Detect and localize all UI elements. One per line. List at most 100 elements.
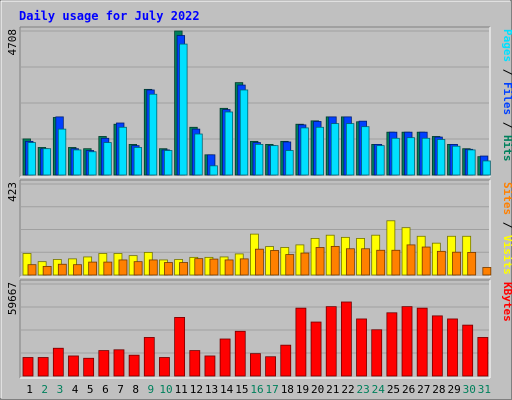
bar-pages-day-6 [103,142,112,176]
bar-pages-day-17 [270,145,279,176]
bar-pages-day-1 [27,142,36,176]
day-label-21: 21 [326,383,339,396]
day-label-19: 19 [296,383,309,396]
day-label-4: 4 [72,383,79,396]
bar-kbytes-day-16 [250,353,261,377]
chart-title: Daily usage for July 2022 [19,9,200,23]
bar-sites-day-31 [482,267,492,276]
y-max-label: 423 [6,182,19,202]
bar-kbytes-day-20 [310,321,322,377]
bar-kbytes-day-9 [143,337,155,377]
panel-hits: 4708 Pages / Files / Hits [6,26,512,178]
bar-sites-day-3 [57,263,67,276]
day-label-27: 27 [417,383,430,396]
bar-sites-day-26 [406,244,416,276]
bar-kbytes-day-6 [98,350,110,377]
legend-separator: / [501,115,512,135]
bar-kbytes-day-31 [477,337,489,377]
legend-visits: Visits [501,235,512,275]
bar-sites-day-1 [27,264,37,276]
day-label-15: 15 [235,383,248,396]
bar-sites-day-2 [42,265,52,276]
bar-sites-day-20 [315,247,325,276]
bar-kbytes-day-5 [83,357,95,377]
bar-pages-day-30 [467,149,476,176]
bar-kbytes-day-12 [189,350,201,377]
bar-pages-day-31 [482,160,491,176]
legend-separator: / [501,62,512,82]
day-label-1: 1 [26,383,33,396]
bar-kbytes-day-17 [265,356,276,377]
y-max-label: 59667 [6,282,19,315]
bar-sites-day-12 [194,258,204,276]
bar-pages-day-5 [88,151,97,176]
day-label-2: 2 [41,383,48,396]
day-label-30: 30 [463,383,476,396]
day-label-23: 23 [357,383,370,396]
bar-pages-day-18 [285,150,294,176]
bar-sites-day-24 [376,249,386,276]
bar-sites-day-28 [436,250,446,276]
series-sites [27,244,492,276]
bar-pages-day-3 [57,128,67,176]
bar-kbytes-day-2 [37,357,49,377]
bar-sites-day-17 [270,250,279,276]
day-label-5: 5 [87,383,94,396]
day-label-14: 14 [220,383,234,396]
bar-kbytes-day-14 [219,338,231,377]
bar-sites-day-25 [391,249,401,276]
bar-pages-day-14 [224,111,233,176]
day-label-12: 12 [190,383,203,396]
legend-visits: Sites / Visits [501,182,512,275]
day-label-3: 3 [57,383,64,396]
bar-sites-day-10 [164,262,173,276]
bar-pages-day-11 [179,43,188,176]
bar-sites-day-4 [73,264,82,276]
bar-kbytes-day-11 [174,317,186,377]
bar-kbytes-day-21 [325,306,337,377]
bar-pages-day-9 [148,93,158,176]
bar-sites-day-11 [179,262,189,276]
day-label-16: 16 [250,383,263,396]
bar-pages-day-12 [194,133,203,176]
bar-pages-day-4 [73,149,82,176]
legend-kbytes: KBytes [501,282,512,322]
bar-pages-day-22 [345,123,355,176]
bar-sites-day-15 [239,258,249,276]
bar-sites-day-30 [467,252,477,276]
bar-kbytes-day-1 [22,357,34,377]
legend-sites: Sites [501,182,512,215]
bar-pages-day-10 [164,150,173,176]
bar-pages-day-16 [255,144,264,176]
bar-sites-day-13 [209,258,219,276]
bar-pages-day-29 [452,145,461,176]
bar-kbytes-day-26 [401,306,413,377]
day-label-25: 25 [387,383,400,396]
bar-kbytes-day-22 [340,301,352,377]
bar-kbytes-day-13 [204,355,216,377]
bar-kbytes-day-10 [159,357,170,377]
day-label-22: 22 [341,383,354,396]
panel-visits: 423 Sites / Visits [6,179,512,278]
legend-kbytes: KBytes [501,282,512,322]
bar-kbytes-day-8 [128,354,140,377]
bar-sites-day-14 [224,259,234,276]
bar-sites-day-9 [148,259,158,276]
day-label-13: 13 [205,383,218,396]
day-label-18: 18 [281,383,294,396]
bar-kbytes-day-18 [280,344,292,377]
bar-sites-day-16 [255,248,264,276]
bar-sites-day-7 [118,259,128,276]
bar-sites-day-5 [88,261,98,276]
legend-hits: Pages / Files / Hits [501,29,512,162]
bar-sites-day-21 [330,245,340,276]
bar-pages-day-2 [42,148,52,176]
bar-kbytes-day-19 [295,307,307,377]
bar-pages-day-13 [209,165,218,176]
day-label-7: 7 [117,383,124,396]
legend-hits: Hits [501,135,512,162]
bar-sites-day-6 [103,261,113,276]
bar-pages-day-8 [133,147,143,176]
